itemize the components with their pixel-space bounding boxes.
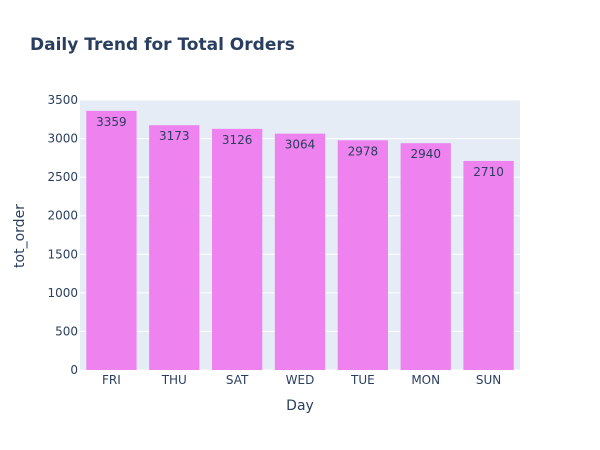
bar-mon bbox=[400, 143, 451, 370]
bar-fri bbox=[86, 110, 137, 371]
bar-value-label: 2710 bbox=[473, 165, 504, 179]
y-tick-label: 1500 bbox=[47, 247, 78, 261]
y-tick-label: 2000 bbox=[47, 209, 78, 223]
x-tick-label: SUN bbox=[476, 373, 501, 387]
x-tick-label: FRI bbox=[102, 373, 121, 387]
bar-value-label: 2978 bbox=[348, 144, 379, 158]
y-tick-label: 500 bbox=[55, 324, 78, 338]
bar-value-label: 3173 bbox=[159, 129, 190, 143]
x-tick-label: SAT bbox=[226, 373, 249, 387]
bar-thu bbox=[149, 125, 200, 371]
bar-value-label: 3126 bbox=[222, 133, 253, 147]
bar-sun bbox=[463, 160, 514, 370]
y-tick-label: 3500 bbox=[47, 93, 78, 107]
bars bbox=[86, 110, 514, 371]
bar-labels: 3359 3173 3126 3064 2978 2940 2710 bbox=[96, 115, 504, 179]
bar-wed bbox=[274, 133, 326, 370]
y-axis-title: tot_order bbox=[12, 204, 28, 268]
x-tick-label: MON bbox=[411, 373, 440, 387]
x-tick-label: WED bbox=[286, 373, 315, 387]
bar-sat bbox=[212, 128, 263, 370]
x-axis-title: Day bbox=[286, 398, 314, 414]
y-axis-ticks: 0 500 1000 1500 2000 2500 3000 3500 bbox=[47, 93, 78, 377]
x-axis-ticks: FRI THU SAT WED TUE MON SUN bbox=[102, 373, 501, 387]
bar-value-label: 3064 bbox=[285, 138, 316, 152]
x-tick-label: THU bbox=[161, 373, 187, 387]
y-tick-label: 1000 bbox=[47, 286, 78, 300]
bar-value-label: 3359 bbox=[96, 115, 127, 129]
bar-tue bbox=[337, 140, 388, 370]
x-tick-label: TUE bbox=[350, 373, 375, 387]
bar-value-label: 2940 bbox=[410, 147, 441, 161]
chart-title: Daily Trend for Total Orders bbox=[30, 35, 295, 55]
y-tick-label: 3000 bbox=[47, 132, 78, 146]
y-tick-label: 2500 bbox=[47, 170, 78, 184]
y-tick-label: 0 bbox=[70, 363, 78, 377]
